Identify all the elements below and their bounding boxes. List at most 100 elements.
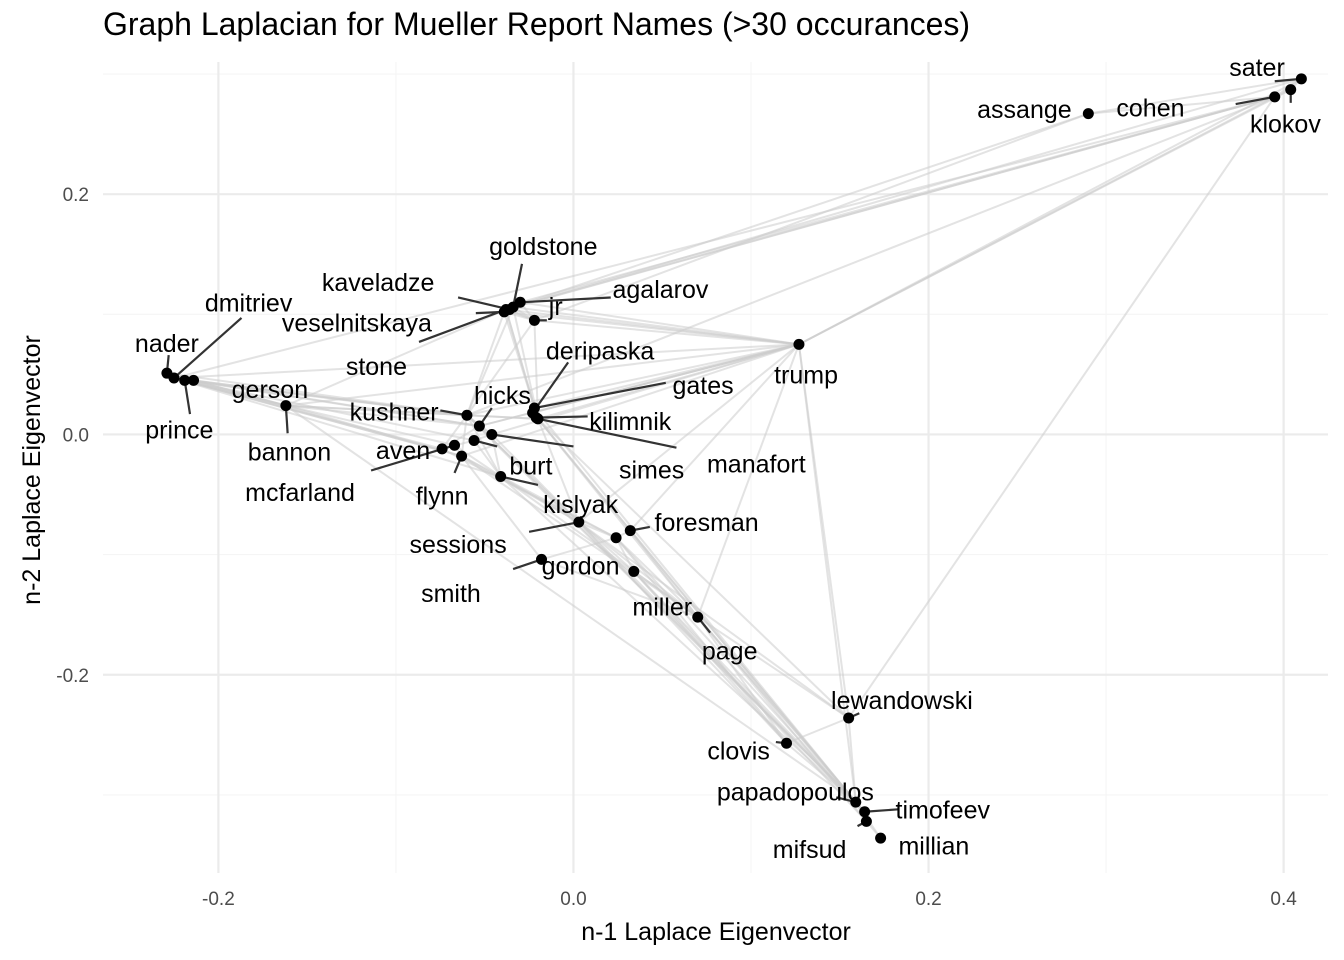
leader-manafort — [537, 417, 677, 449]
edge-bannon-hicks — [285, 404, 480, 428]
edge-smith-page — [541, 558, 699, 619]
label-kaveladze: kaveladze — [322, 269, 435, 297]
x-axis-tick-labels: -0.2 0.0 0.2 0.4 — [202, 889, 1297, 910]
label-sater: sater — [1229, 54, 1285, 82]
edge-trump-page — [696, 344, 800, 618]
graph-nodes — [161, 73, 1307, 844]
edge-gerson-hicks — [193, 379, 480, 428]
edge-bannon-flynn — [285, 404, 462, 458]
y-axis-title: n-2 Laplace Eigenvector — [18, 335, 46, 605]
label-flynn: flynn — [416, 483, 469, 511]
leader-stone — [418, 308, 507, 343]
edge-trump-papadopoulos — [797, 344, 857, 803]
edge-gordon-page — [615, 537, 699, 618]
label-agalarov: agalarov — [613, 276, 709, 304]
edge-gerson-bannon — [193, 379, 287, 407]
label-kilimnik: kilimnik — [589, 408, 671, 436]
node-hicks — [473, 420, 485, 432]
edge-stone-trump — [505, 308, 800, 346]
edge-kislyak-papadopoulos — [500, 475, 857, 803]
node-miller — [628, 565, 640, 577]
node-labels: sater klokov cohen assange trump goldstone kav… — [135, 54, 1321, 864]
label-veselnitskaya: veselnitskaya — [282, 310, 432, 338]
leader-kilimnik — [536, 415, 588, 419]
chart-title: Graph Laplacian for Mueller Report Names… — [103, 6, 971, 42]
node-kushner — [461, 409, 473, 421]
grid-minor — [103, 62, 1328, 873]
edge-sessions-lewandowski — [578, 521, 850, 719]
node-smith — [536, 553, 548, 565]
y-tick-label: 0.0 — [63, 425, 89, 446]
label-aven: aven — [376, 437, 430, 465]
edge-dmitriev-cohen — [173, 95, 1275, 379]
label-millian: millian — [898, 832, 969, 860]
node-nader — [161, 367, 173, 379]
edge-clovis-lewandowski — [786, 717, 850, 745]
edge-sessions-simes — [491, 433, 580, 523]
edge-jr-manafort — [533, 320, 539, 419]
edge-gordon-miller — [615, 537, 635, 572]
label-papadopoulos: papadopoulos — [717, 778, 874, 806]
leader-cohen — [1235, 95, 1275, 106]
edge-stone-assange — [505, 112, 1089, 311]
edge-assange-sater — [1088, 77, 1302, 115]
x-tick-label: -0.2 — [202, 889, 235, 910]
node-manafort — [532, 413, 544, 425]
label-gordon: gordon — [542, 552, 620, 580]
label-mcfarland: mcfarland — [245, 479, 355, 507]
edge-foresman-trump — [629, 343, 800, 532]
edge-stone-bannon — [285, 308, 507, 407]
label-stone: stone — [346, 353, 407, 381]
label-smith: smith — [421, 580, 481, 608]
label-prince: prince — [145, 417, 213, 445]
edge-smith-flynn — [460, 455, 543, 561]
edge-aven-hicks — [441, 425, 480, 450]
label-trump: trump — [774, 361, 838, 389]
label-gates: gates — [672, 372, 733, 400]
node-assange — [1082, 108, 1094, 120]
grid-major — [103, 62, 1328, 873]
edge-page-lewandowski — [697, 616, 850, 719]
leader-timofeev — [864, 808, 899, 813]
label-gerson: gerson — [232, 376, 308, 404]
node-papadopoulos — [850, 796, 862, 808]
y-axis-tick-labels: -0.2 0.0 0.2 — [56, 185, 89, 687]
leader-agalarov — [520, 296, 611, 304]
node-trump — [793, 338, 805, 350]
edge-stone-gates — [505, 309, 536, 409]
edge-miller-page — [633, 570, 699, 618]
edge-jr-trump — [534, 319, 800, 346]
edge-burt-kislyak — [473, 439, 502, 478]
label-hicks: hicks — [474, 382, 531, 410]
leader-goldstone — [512, 263, 524, 308]
label-goldstone: goldstone — [489, 233, 597, 261]
leader-dmitriev — [173, 317, 243, 379]
graph-edges — [166, 77, 1303, 839]
edge-kushner-trump — [466, 343, 800, 417]
label-burt: burt — [509, 453, 552, 481]
label-simes: simes — [619, 456, 684, 484]
leader-gates — [534, 381, 666, 410]
label-cohen: cohen — [1116, 95, 1184, 123]
edge-sessions-gordon — [578, 521, 617, 539]
edge-kushner-goldstone — [466, 306, 515, 416]
node-page — [692, 611, 704, 623]
label-jr: jr — [548, 293, 563, 321]
node-klokov — [1285, 84, 1297, 96]
edge-papadopoulos-clovis — [785, 742, 857, 803]
edge-kushner-cohen — [466, 95, 1276, 417]
edge-dmitriev-kislyak — [173, 377, 501, 478]
edge-sessions-manafort — [537, 418, 580, 523]
node-cohen — [1269, 91, 1281, 103]
label-bannon: bannon — [248, 438, 331, 466]
node-burt — [468, 434, 480, 446]
leader-sessions — [528, 521, 580, 533]
node-mifsud — [860, 815, 872, 827]
edge-manafort-lewandowski — [537, 418, 850, 719]
edge-kushner-papadopoulos — [466, 414, 857, 803]
edge-kushner-jr — [466, 319, 536, 416]
node-stone — [500, 304, 512, 316]
node-flynn — [456, 450, 468, 462]
edge-bannon-trump — [285, 343, 800, 407]
